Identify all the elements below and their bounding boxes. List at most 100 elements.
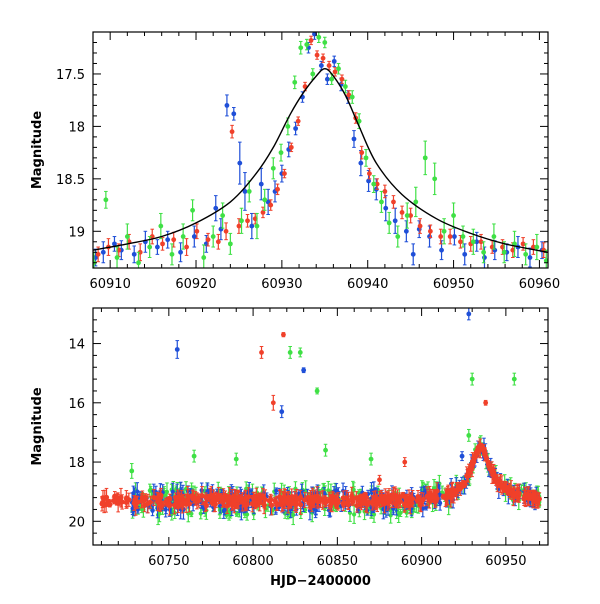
top-point-blue [411, 252, 416, 257]
bottom-point-red [349, 495, 354, 500]
bottom-point-red [216, 493, 221, 498]
top-point-blue [332, 59, 337, 64]
bottom-point-red [302, 497, 307, 502]
bottom-outlier-green [288, 350, 293, 355]
bottom-outlier-green [192, 454, 197, 459]
top-point-red [296, 119, 301, 124]
top-point-blue [319, 63, 324, 68]
top-point-green [220, 213, 225, 218]
bottom-point-red [531, 493, 536, 498]
bottom-point-red [177, 501, 182, 506]
top-point-blue [482, 255, 487, 260]
top-point-green [461, 234, 466, 239]
bottom-point-red [358, 494, 363, 499]
top-point-green [115, 255, 120, 260]
bottom-point-red [206, 495, 211, 500]
top-point-blue [427, 234, 432, 239]
bottom-point-red [115, 496, 120, 501]
top-point-red [275, 187, 280, 192]
top-point-green [534, 245, 539, 250]
bottom-point-red [393, 502, 398, 507]
top-point-green [247, 189, 252, 194]
top-point-red [391, 200, 396, 205]
top-point-blue [213, 206, 218, 211]
bottom-point-red [126, 497, 131, 502]
bottom-point-red [385, 499, 390, 504]
bottom-plot-area [99, 296, 542, 524]
top-point-blue [231, 111, 236, 116]
top-point-red [237, 224, 242, 229]
top-point-blue [439, 248, 444, 253]
bottom-point-red [157, 503, 162, 508]
bottom-outlier-green [512, 377, 517, 382]
top-point-green [211, 234, 216, 239]
bottom-point-red [99, 501, 104, 506]
bottom-point-red [433, 495, 438, 500]
top-point-red [282, 171, 287, 176]
top-point-green [292, 80, 297, 85]
bottom-outlier-green [129, 469, 134, 474]
top-point-blue [462, 252, 467, 257]
top-point-green [451, 213, 456, 218]
top-point-green [239, 218, 244, 223]
top-point-green [379, 200, 384, 205]
top-point-red [216, 239, 221, 244]
top-point-red [359, 150, 364, 155]
bottom-point-red [427, 496, 432, 501]
top-point-green [481, 250, 486, 255]
top-point-blue [325, 77, 330, 82]
top-point-green [423, 155, 428, 160]
bottom-point-red [344, 495, 349, 500]
bottom-outlier-green [225, 300, 230, 305]
bottom-outlier-green [323, 448, 328, 453]
top-point-green [432, 176, 437, 181]
top-point-green [316, 35, 321, 40]
bottom-outlier-blue [301, 368, 306, 373]
bottom-point-green [352, 512, 356, 516]
top-point-green [170, 252, 175, 257]
top-point-green [158, 224, 163, 229]
top-ytick-label: 19 [68, 225, 85, 240]
bottom-point-red [280, 496, 285, 501]
bottom-outlier-red [377, 477, 382, 482]
top-point-green [201, 255, 206, 260]
top-point-red [428, 229, 433, 234]
top-point-red [458, 239, 463, 244]
bottom-point-red [443, 496, 448, 501]
top-point-green [298, 45, 303, 50]
bottom-point-red [167, 502, 172, 507]
top-point-red [340, 77, 345, 82]
bottom-point-red [526, 493, 531, 498]
bottom-point-red [374, 502, 379, 507]
bottom-point-red [185, 493, 190, 498]
top-point-blue [132, 252, 137, 257]
top-point-red [438, 234, 443, 239]
bottom-point-red [363, 494, 368, 499]
top-point-blue [293, 126, 298, 131]
top-point-blue [528, 255, 533, 260]
bottom-point-red [199, 493, 204, 498]
top-point-blue [178, 250, 183, 255]
top-point-green [329, 77, 334, 82]
top-point-red [400, 210, 405, 215]
bottom-point-red [142, 503, 147, 508]
bottom-outlier-green [298, 350, 303, 355]
top-point-red [206, 237, 211, 242]
top-ytick-label: 18 [68, 120, 85, 135]
top-point-green [190, 208, 195, 213]
top-point-blue [165, 237, 170, 242]
bottom-point-red [515, 490, 520, 495]
top-point-green [285, 124, 290, 129]
bottom-point-red [236, 495, 241, 500]
bottom-point-red [415, 494, 420, 499]
top-point-green [371, 182, 376, 187]
bottom-outlier-blue [175, 347, 180, 352]
bottom-outlier-green [466, 433, 471, 438]
top-point-green [364, 155, 369, 160]
top-point-red [160, 241, 165, 246]
top-point-green [125, 234, 130, 239]
bottom-point-red [308, 497, 313, 502]
top-point-green [492, 234, 497, 239]
